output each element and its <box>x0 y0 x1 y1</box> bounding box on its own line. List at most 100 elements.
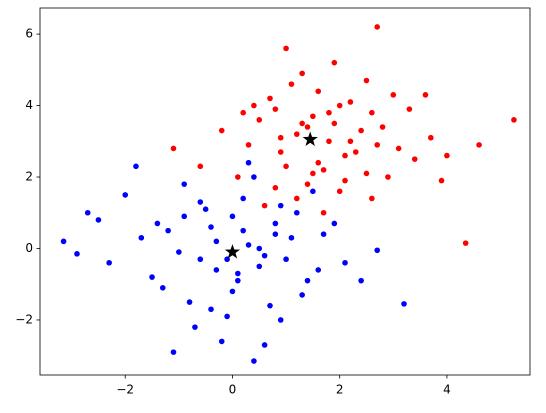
x-tick-label: 0 <box>229 383 237 397</box>
point <box>428 134 434 141</box>
point <box>229 288 236 295</box>
centroid-marker <box>224 244 241 259</box>
point <box>293 131 300 137</box>
point <box>181 181 188 187</box>
x-tick-label: 4 <box>443 383 451 397</box>
point <box>235 270 241 277</box>
point <box>165 227 171 234</box>
point <box>336 188 343 195</box>
point <box>369 195 375 202</box>
point <box>331 220 338 227</box>
point <box>261 202 268 209</box>
point <box>320 231 327 238</box>
point <box>336 102 343 109</box>
point <box>342 177 348 184</box>
point <box>326 109 332 116</box>
point <box>326 138 332 145</box>
point <box>202 206 209 212</box>
point <box>299 292 305 298</box>
point <box>288 81 295 87</box>
point <box>476 142 482 148</box>
point <box>272 106 279 112</box>
point <box>235 277 241 284</box>
point <box>331 120 338 127</box>
point <box>310 113 316 120</box>
point <box>159 285 166 291</box>
point <box>208 306 214 313</box>
point <box>240 109 246 116</box>
point <box>122 192 129 198</box>
point <box>320 167 327 173</box>
point <box>310 170 316 177</box>
point <box>304 277 311 284</box>
y-tick-label: 4 <box>25 98 33 112</box>
point <box>293 195 300 202</box>
point <box>272 184 279 191</box>
point <box>267 95 273 102</box>
point <box>256 263 263 270</box>
point <box>462 240 469 246</box>
point <box>170 349 177 355</box>
point <box>363 170 370 177</box>
point <box>208 224 214 230</box>
point <box>385 174 391 180</box>
point <box>352 149 359 155</box>
point <box>106 259 112 266</box>
y-tick-label: 0 <box>25 241 33 255</box>
point <box>299 120 305 127</box>
point <box>347 138 354 145</box>
point <box>390 92 397 98</box>
point <box>176 249 182 255</box>
point <box>422 92 429 98</box>
point <box>74 251 80 257</box>
y-tick-label: 2 <box>25 170 33 184</box>
point <box>197 199 204 205</box>
point <box>256 117 263 123</box>
point <box>84 209 91 216</box>
point <box>197 256 204 263</box>
point <box>369 109 375 116</box>
point <box>444 152 450 159</box>
point <box>342 259 348 266</box>
point <box>299 70 305 77</box>
point <box>374 247 381 254</box>
point <box>272 231 279 238</box>
point <box>304 124 311 130</box>
point <box>138 234 145 241</box>
point <box>240 227 246 234</box>
point <box>213 267 220 273</box>
point <box>358 127 364 134</box>
point <box>358 277 364 284</box>
point <box>331 59 338 66</box>
point <box>379 124 386 130</box>
point <box>245 142 252 148</box>
point <box>411 156 418 162</box>
point <box>310 188 316 195</box>
point <box>374 24 381 30</box>
point <box>240 195 246 202</box>
point <box>315 159 322 166</box>
point <box>511 117 517 123</box>
point <box>256 245 263 252</box>
point <box>133 163 139 170</box>
point <box>60 238 67 245</box>
point <box>149 274 155 280</box>
point <box>283 163 289 170</box>
point <box>283 45 289 52</box>
centroid-marker <box>302 131 318 146</box>
point <box>315 267 322 273</box>
x-tick-label: 2 <box>336 383 344 397</box>
point <box>293 209 300 216</box>
point <box>224 313 230 320</box>
point <box>251 102 257 109</box>
point <box>315 88 322 95</box>
point <box>277 202 284 209</box>
point <box>251 174 257 180</box>
point <box>251 358 257 364</box>
y-tick-label: −2 <box>15 312 33 326</box>
point <box>197 163 204 170</box>
point <box>395 145 402 152</box>
point <box>235 174 241 180</box>
